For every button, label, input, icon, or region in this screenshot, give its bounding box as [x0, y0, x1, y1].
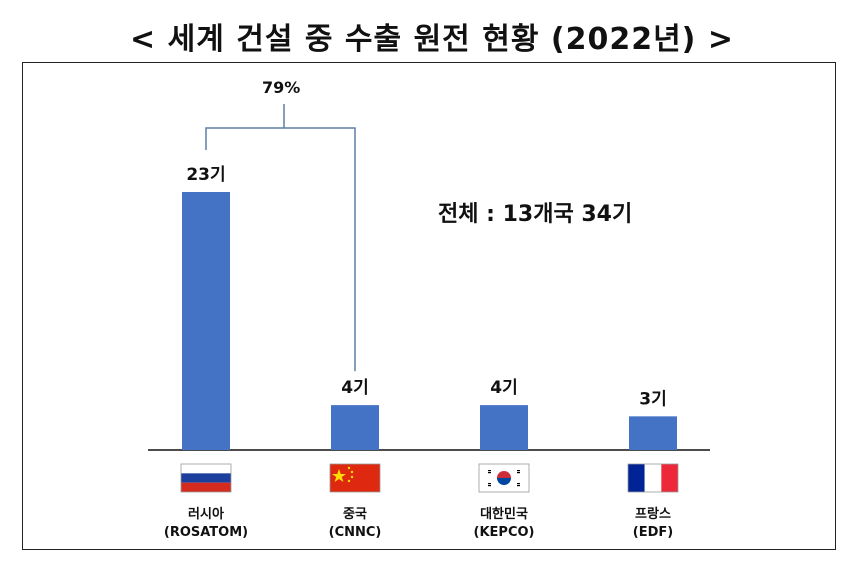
value-label-0: 23기 [186, 165, 225, 185]
category-label-3: 프랑스 [635, 507, 671, 522]
chart-frame [22, 62, 836, 550]
south-korea-flag-icon [478, 463, 530, 493]
total-annotation: 전체 : 13개국 34기 [438, 202, 633, 227]
category-company-0: (ROSATOM) [164, 525, 248, 540]
china-flag-icon [329, 463, 381, 493]
category-company-2: (KEPCO) [474, 525, 535, 540]
bar-2 [480, 405, 528, 450]
category-label-1: 중국 [343, 507, 367, 522]
russia-flag-icon [180, 463, 232, 493]
bar-1 [331, 405, 379, 450]
share-bracket [205, 127, 356, 372]
bar-0 [182, 192, 230, 450]
value-label-2: 4기 [490, 378, 517, 398]
share-annotation: 79% [262, 78, 301, 97]
bar-3 [629, 416, 677, 450]
category-company-3: (EDF) [633, 525, 673, 540]
france-flag-icon [627, 463, 679, 493]
chart-title: < 세계 건설 중 수출 원전 현황 (2022년) > [130, 22, 734, 57]
value-label-1: 4기 [341, 378, 368, 398]
value-label-3: 3기 [639, 389, 666, 409]
category-label-2: 대한민국 [480, 506, 528, 522]
category-company-1: (CNNC) [329, 525, 382, 540]
category-label-0: 러시아 [188, 506, 224, 522]
